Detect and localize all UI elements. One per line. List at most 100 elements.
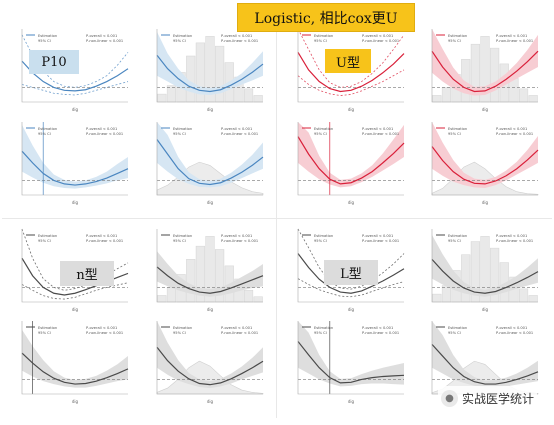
p-overall: P-overall < 0.001 bbox=[362, 34, 393, 38]
ci-band bbox=[432, 234, 538, 297]
rcs-panel: Estimation 95% CI P-overall < 0.001 P-non-l… bbox=[143, 225, 269, 313]
legend-ci: 95% CI bbox=[173, 132, 186, 136]
histogram-bar bbox=[490, 47, 500, 103]
ci-band bbox=[22, 124, 128, 189]
rcs-panel: Estimation 95% CI P-overall < 0.001 P-non-l… bbox=[143, 118, 269, 206]
histogram-bar bbox=[243, 289, 254, 303]
ci-dashed-line bbox=[297, 228, 405, 290]
histogram-bar bbox=[441, 285, 452, 303]
axis-frame bbox=[297, 229, 404, 303]
p-nonlinear: P-non-linear < 0.001 bbox=[221, 239, 258, 243]
rcs-panel: Estimation 95% CI P-overall < 0.001 P-non-l… bbox=[8, 225, 134, 313]
watermark-text: 实战医学统计 bbox=[462, 391, 535, 406]
x-axis-label: dig bbox=[482, 107, 489, 112]
ci-band bbox=[157, 122, 263, 188]
histogram-bar bbox=[432, 95, 442, 103]
series-line bbox=[156, 346, 264, 386]
axis-frame bbox=[297, 321, 404, 395]
p-nonlinear: P-non-linear < 0.001 bbox=[496, 132, 533, 136]
p-overall: P-overall < 0.001 bbox=[362, 127, 393, 131]
ci-dashed-line bbox=[21, 282, 129, 300]
x-axis-label: dig bbox=[207, 399, 214, 404]
rcs-panel: Estimation 95% CI P-overall < 0.001 P-non-l… bbox=[418, 225, 544, 313]
p-overall: P-overall < 0.001 bbox=[362, 234, 393, 238]
legend-estimation: Estimation bbox=[314, 326, 333, 330]
legend-ci: 95% CI bbox=[173, 39, 186, 43]
axis-frame bbox=[156, 321, 263, 395]
legend-estimation: Estimation bbox=[448, 34, 467, 38]
ci-dashed-line bbox=[297, 278, 405, 298]
series-line bbox=[297, 341, 405, 384]
legend-ci: 95% CI bbox=[314, 331, 327, 335]
rcs-panel: Estimation 95% CI P-overall < 0.001 P-non-l… bbox=[284, 118, 410, 206]
p-nonlinear: P-non-linear < 0.001 bbox=[221, 132, 258, 136]
ci-band bbox=[432, 321, 538, 388]
series-line bbox=[431, 258, 539, 294]
series-line bbox=[431, 50, 539, 93]
rcs-panel: Estimation 95% CI P-overall < 0.001 P-non-l… bbox=[284, 25, 410, 113]
legend-ci: 95% CI bbox=[173, 239, 186, 243]
label-n-shape: n型 bbox=[60, 261, 114, 286]
series-line bbox=[21, 352, 129, 385]
rcs-panel: Estimation 95% CI P-overall < 0.001 P-non-l… bbox=[418, 25, 544, 113]
p-overall: P-overall < 0.001 bbox=[221, 234, 252, 238]
rcs-panel: Estimation 95% CI P-overall < 0.001 P-non-l… bbox=[284, 225, 410, 313]
axis-frame bbox=[431, 29, 538, 103]
p-nonlinear: P-non-linear < 0.001 bbox=[86, 331, 123, 335]
p-overall: P-overall < 0.001 bbox=[496, 326, 527, 330]
histogram-bar bbox=[186, 259, 196, 303]
legend-ci: 95% CI bbox=[38, 39, 51, 43]
histogram-bar bbox=[461, 254, 471, 303]
rcs-panel: Estimation 95% CI P-overall < 0.001 P-non-l… bbox=[8, 25, 134, 113]
legend-estimation: Estimation bbox=[173, 326, 192, 330]
axis-frame bbox=[297, 122, 404, 196]
x-axis-label: dig bbox=[207, 307, 214, 312]
p-overall: P-overall < 0.001 bbox=[496, 34, 527, 38]
legend-ci: 95% CI bbox=[38, 239, 51, 243]
legend-estimation: Estimation bbox=[38, 127, 57, 131]
p-nonlinear: P-non-linear < 0.001 bbox=[86, 132, 123, 136]
x-axis-label: dig bbox=[72, 107, 79, 112]
axis-frame bbox=[21, 229, 128, 303]
p-overall: P-overall < 0.001 bbox=[221, 34, 252, 38]
histogram-bar bbox=[253, 95, 263, 103]
p-overall: P-overall < 0.001 bbox=[496, 127, 527, 131]
series-line bbox=[297, 52, 405, 93]
legend-ci: 95% CI bbox=[448, 239, 461, 243]
axis-frame bbox=[156, 229, 263, 303]
legend-ci: 95% CI bbox=[448, 39, 461, 43]
horizontal-divider bbox=[2, 218, 552, 219]
legend-ci: 95% CI bbox=[448, 331, 461, 335]
p-nonlinear: P-non-linear < 0.001 bbox=[362, 132, 399, 136]
p-overall: P-overall < 0.001 bbox=[86, 34, 117, 38]
histogram-bar bbox=[518, 88, 529, 103]
x-axis-label: dig bbox=[348, 200, 355, 205]
legend-ci: 95% CI bbox=[38, 331, 51, 335]
axis-frame bbox=[21, 122, 128, 196]
wechat-icon: ● bbox=[441, 389, 458, 407]
histogram-bar bbox=[528, 95, 538, 103]
label-p10: P10 bbox=[29, 50, 79, 74]
legend-ci: 95% CI bbox=[448, 132, 461, 136]
rcs-panel: Estimation 95% CI P-overall < 0.001 P-non-l… bbox=[8, 118, 134, 206]
x-axis-label: dig bbox=[72, 307, 79, 312]
x-axis-label: dig bbox=[72, 399, 79, 404]
legend-estimation: Estimation bbox=[173, 34, 192, 38]
legend-ci: 95% CI bbox=[38, 132, 51, 136]
ci-band bbox=[432, 122, 538, 188]
density-area bbox=[431, 161, 539, 196]
histogram-bar bbox=[186, 55, 196, 103]
p-overall: P-overall < 0.001 bbox=[496, 234, 527, 238]
legend-ci: 95% CI bbox=[173, 331, 186, 335]
density-area bbox=[156, 161, 264, 196]
legend-ci: 95% CI bbox=[314, 132, 327, 136]
x-axis-label: dig bbox=[482, 307, 489, 312]
p-nonlinear: P-non-linear < 0.001 bbox=[86, 39, 123, 43]
